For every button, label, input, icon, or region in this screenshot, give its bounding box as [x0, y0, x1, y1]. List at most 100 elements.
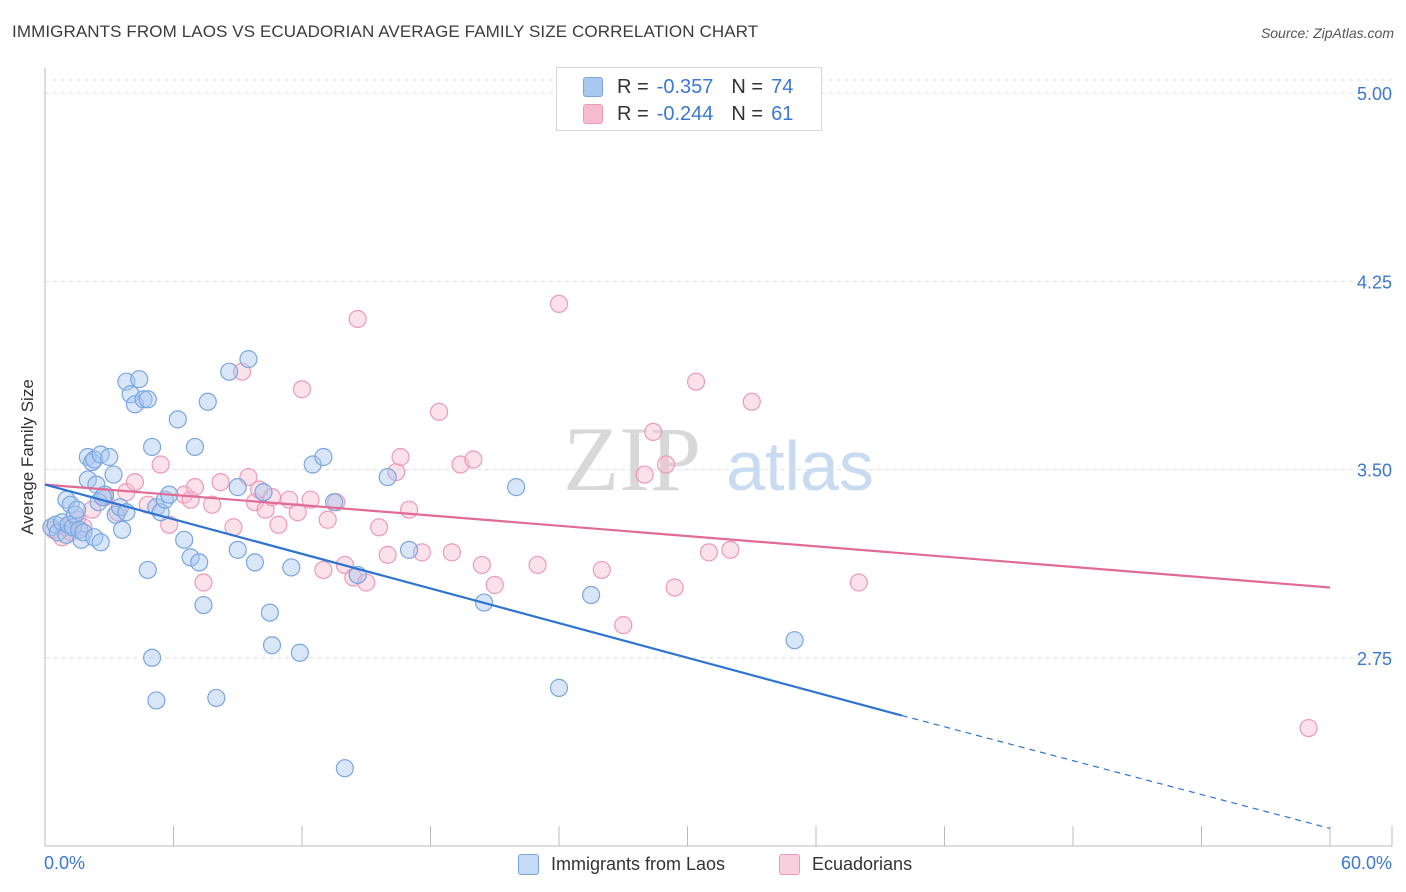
ecuadorians-point [742, 392, 761, 411]
ecuadorians-point [485, 575, 504, 595]
laos-point [399, 540, 419, 559]
laos-n-label: N = [731, 75, 764, 98]
laos-point [112, 520, 132, 539]
ecuadorians-point [318, 510, 337, 529]
laos-legend-swatch [518, 853, 539, 875]
y-tick-label: 2.75 [1357, 649, 1392, 669]
chart-title: IMMIGRANTS FROM LAOS VS ECUADORIAN AVERA… [12, 22, 759, 41]
ecuadorians-point [378, 545, 397, 564]
ecuadorians-point [686, 372, 706, 391]
laos-point [220, 362, 239, 381]
ecuadorians-legend-swatch [779, 853, 800, 875]
laos-point [138, 560, 157, 580]
laos-point [785, 631, 804, 650]
ecuadorians-point [387, 462, 406, 482]
ecuadorians-n-value: 61 [771, 102, 794, 125]
tick-labels: 5.00 4.25 3.50 2.75 0.0% 60.0% [44, 84, 1392, 873]
laos-point [303, 455, 322, 474]
trend-lines [44, 483, 1331, 830]
ecuadorians-r-value: -0.244 [656, 102, 714, 125]
laos-trend-extension [901, 714, 1331, 830]
y-tick-label: 4.25 [1357, 272, 1392, 292]
laos-point [260, 603, 279, 622]
laos-point [207, 688, 226, 708]
laos-point [185, 437, 205, 457]
chart-source: Source: ZipAtlas.com [1260, 25, 1394, 41]
ecuadorians-point [464, 450, 483, 469]
laos-point [245, 553, 264, 572]
laos-r-value: -0.357 [656, 75, 714, 98]
ecuadorians-point [592, 560, 611, 580]
laos-point [91, 533, 110, 552]
ecuadorians-point [202, 495, 222, 514]
ecuadorians-point [656, 455, 676, 474]
laos-point [254, 483, 273, 502]
laos-legend-label: Immigrants from Laos [551, 853, 726, 874]
ecuadorians-point [472, 555, 491, 575]
laos-point [190, 553, 209, 572]
ecuadorians-point [288, 503, 307, 522]
laos-point [228, 540, 247, 559]
laos-swatch [583, 77, 603, 97]
ecuadorians-trend-line [44, 483, 1331, 589]
laos-point [582, 585, 601, 605]
watermark-zip: ZIP [563, 408, 701, 510]
ecuadorians-point [348, 309, 367, 329]
laos-point [314, 447, 333, 467]
laos-points [42, 350, 804, 778]
laos-point [138, 390, 157, 409]
laos-point [74, 523, 93, 542]
ecuadorians-point [314, 560, 333, 580]
ecuadorians-point [151, 455, 170, 474]
ecuadorians-points [44, 294, 1318, 738]
laos-point [168, 410, 187, 429]
laos-point [549, 678, 569, 697]
laos-point [262, 636, 282, 655]
ecuadorians-point [292, 380, 312, 399]
ecuadorians-point [429, 402, 449, 421]
ecuadorians-point [699, 543, 719, 562]
laos-point [228, 478, 247, 497]
ecuadorians-point [185, 478, 205, 497]
laos-r-label: R = [617, 75, 649, 98]
ecuadorians-point [83, 500, 102, 519]
ecuadorians-point [399, 500, 419, 519]
laos-point [68, 500, 87, 519]
ecuadorians-r-label: R = [617, 102, 649, 125]
correlation-legend: R = -0.357 N = 74 R = -0.244 N = 61 [556, 67, 822, 131]
y-axis-label: Average Family Size [18, 379, 37, 535]
watermark-atlas: atlas [726, 427, 874, 505]
laos-point [134, 390, 153, 409]
laos-point [378, 467, 397, 487]
ecuadorians-point [391, 447, 410, 467]
ecuadorians-point [442, 543, 462, 562]
series-legend-laos[interactable]: Immigrants from Laos [518, 852, 725, 876]
laos-trend-line [44, 483, 902, 717]
legend-row-ecuadorians: R = -0.244 N = 61 [583, 101, 793, 127]
laos-point [335, 759, 354, 778]
ecuadorians-point [269, 515, 288, 534]
laos-point [93, 488, 112, 507]
laos-point [142, 437, 162, 457]
ecuadorians-point [549, 294, 569, 314]
ecuadorians-point [301, 490, 320, 509]
series-legend-ecuadorians[interactable]: Ecuadorians [779, 852, 912, 876]
ecuadorians-point [160, 515, 179, 534]
ecuadorians-point [211, 472, 230, 492]
laos-point [181, 548, 200, 567]
laos-n-value: 74 [771, 75, 794, 98]
x-tick-label-max: 60.0% [1341, 853, 1392, 873]
ecuadorians-swatch [583, 104, 603, 124]
laos-point [194, 595, 213, 615]
laos-point [142, 648, 162, 667]
ecuadorians-n-label: N = [731, 102, 764, 125]
ecuadorians-point [665, 578, 684, 597]
ecuadorians-point [849, 573, 868, 592]
laos-point [290, 643, 309, 662]
laos-point [130, 370, 149, 389]
laos-point [147, 691, 166, 710]
ecuadorians-point [528, 555, 547, 575]
y-tick-label: 3.50 [1357, 461, 1392, 481]
y-tick-label: 5.00 [1357, 84, 1392, 104]
